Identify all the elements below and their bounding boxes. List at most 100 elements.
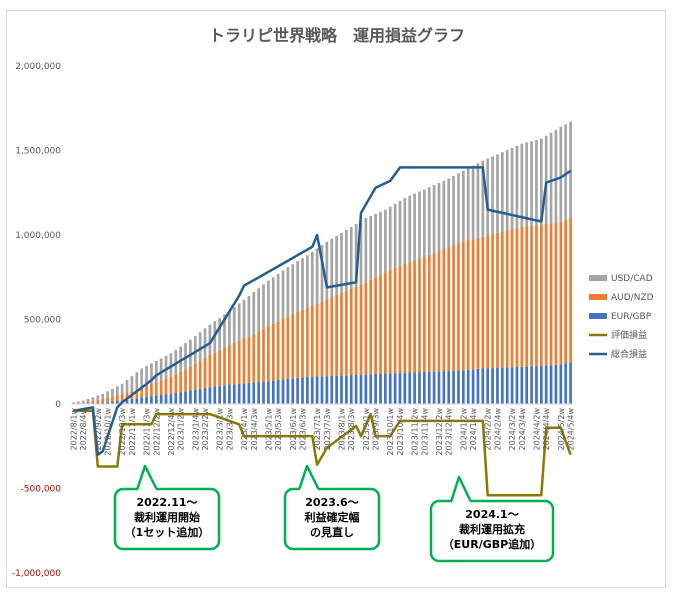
y-tick-label: 0 <box>55 400 61 410</box>
bar-usd-cad-15 <box>145 365 148 386</box>
bar-eur-gbp-45 <box>291 378 295 404</box>
bar-eur-gbp-85 <box>486 368 490 404</box>
bar-usd-cad-30 <box>218 317 221 350</box>
bar-eur-gbp-29 <box>213 386 217 404</box>
bar-usd-cad-95 <box>535 139 538 226</box>
bar-usd-cad-41 <box>271 277 275 324</box>
bar-aud-nzd-22 <box>179 371 182 393</box>
x-tick-label: 2024/5/4w <box>567 408 576 451</box>
bar-usd-cad-65 <box>388 206 392 271</box>
bar-aud-nzd-26 <box>198 360 202 389</box>
bar-aud-nzd-19 <box>164 378 168 395</box>
bar-usd-cad-13 <box>135 372 139 389</box>
bar-usd-cad-77 <box>447 178 451 247</box>
bar-aud-nzd-48 <box>306 307 309 377</box>
bar-usd-cad-26 <box>198 332 202 361</box>
x-tick-label: 2022/11/3w <box>143 408 152 456</box>
bar-usd-cad-101 <box>564 124 568 220</box>
bar-eur-gbp-102 <box>569 362 572 404</box>
bar-aud-nzd-54 <box>335 295 338 376</box>
bar-usd-cad-4 <box>91 397 95 401</box>
bar-eur-gbp-33 <box>232 384 236 404</box>
bar-aud-nzd-44 <box>286 316 290 379</box>
bar-eur-gbp-77 <box>447 370 451 404</box>
bar-aud-nzd-68 <box>403 263 407 373</box>
bar-usd-cad-57 <box>349 226 353 289</box>
x-tick-label: 2023/11/2w <box>411 408 420 456</box>
bar-eur-gbp-23 <box>184 391 187 404</box>
bar-aud-nzd-27 <box>203 357 207 388</box>
y-tick-label: 1,500,000 <box>15 147 61 157</box>
bar-aud-nzd-63 <box>379 274 382 374</box>
bar-aud-nzd-102 <box>569 218 572 363</box>
bar-aud-nzd-15 <box>145 385 148 397</box>
bar-aud-nzd-21 <box>174 374 178 394</box>
bar-usd-cad-58 <box>354 224 358 287</box>
bar-aud-nzd-17 <box>154 382 158 396</box>
bar-eur-gbp-92 <box>520 366 524 404</box>
bar-aud-nzd-36 <box>247 336 251 383</box>
line-valuation-profit-loss <box>73 409 572 497</box>
bar-eur-gbp-63 <box>379 373 382 404</box>
bar-usd-cad-102 <box>569 121 572 219</box>
bar-usd-cad-80 <box>462 170 465 242</box>
bar-aud-nzd-42 <box>276 321 280 380</box>
chart-svg: トラリピ世界戦略 運用損益グラフ 2,000,000 1,500,000 1,000… <box>12 26 654 579</box>
bar-usd-cad-9 <box>115 386 119 396</box>
bar-usd-cad-66 <box>393 203 397 268</box>
x-tick-label: 2023/5/1w <box>264 408 273 451</box>
bar-aud-nzd-60 <box>364 282 368 375</box>
bar-aud-nzd-66 <box>393 267 397 374</box>
x-tick-label: 2023/1/2w <box>177 408 186 451</box>
annotation-note2-line-1: 利益確定幅 <box>305 510 360 524</box>
legend-swatch-0 <box>589 275 607 281</box>
bar-eur-gbp-65 <box>388 373 392 404</box>
bar-usd-cad-34 <box>237 303 241 341</box>
bar-aud-nzd-73 <box>427 254 431 372</box>
legend-swatch-1 <box>589 294 607 300</box>
x-tick-label: 2024/4/4w <box>542 408 551 451</box>
x-tick-label: 2023/7/3w <box>323 408 332 451</box>
x-tick-label: 2022/8/1w <box>69 408 78 451</box>
bar-aud-nzd-34 <box>237 340 241 384</box>
y-tick-label: -500,000 <box>21 485 62 495</box>
bar-usd-cad-18 <box>159 358 163 381</box>
bar-aud-nzd-72 <box>423 256 426 372</box>
bar-aud-nzd-85 <box>486 235 490 369</box>
bar-eur-gbp-16 <box>150 396 153 404</box>
bar-aud-nzd-81 <box>466 240 470 370</box>
bar-usd-cad-98 <box>549 132 553 224</box>
bar-usd-cad-79 <box>457 173 460 244</box>
bar-aud-nzd-5 <box>96 399 100 403</box>
bar-usd-cad-76 <box>442 180 446 249</box>
bar-usd-cad-35 <box>242 299 246 339</box>
bar-usd-cad-69 <box>408 195 412 263</box>
bar-usd-cad-5 <box>96 395 100 400</box>
bar-aud-nzd-16 <box>150 383 153 397</box>
bar-aud-nzd-96 <box>539 224 543 366</box>
y-axis-ticks: 2,000,000 1,500,000 1,000,000 500,000 0 -500,… <box>12 62 61 579</box>
bar-eur-gbp-22 <box>179 392 182 404</box>
x-tick-label: 2022/11/1w <box>128 408 137 456</box>
y-tick-label: 500,000 <box>24 316 61 326</box>
bar-eur-gbp-69 <box>408 372 412 404</box>
bar-usd-cad-25 <box>193 335 197 364</box>
bar-aud-nzd-49 <box>310 305 314 377</box>
bar-eur-gbp-47 <box>301 377 304 404</box>
bar-usd-cad-48 <box>306 255 309 308</box>
bar-aud-nzd-77 <box>447 246 451 371</box>
bar-eur-gbp-31 <box>223 385 226 404</box>
bar-usd-cad-32 <box>228 311 231 345</box>
bar-usd-cad-2 <box>81 400 85 403</box>
bar-usd-cad-28 <box>208 324 212 355</box>
x-tick-label: 2022/9/2w <box>94 408 103 451</box>
bar-aud-nzd-67 <box>398 265 402 373</box>
x-tick-label: 2023/11/4w <box>420 408 429 456</box>
bar-aud-nzd-10 <box>120 393 124 401</box>
bar-usd-cad-72 <box>423 189 426 257</box>
x-axis-ticks: 2022/8/1w 2022/8/4w 2022/9/2w 2022/10/1w 202… <box>69 408 575 456</box>
bar-aud-nzd-62 <box>374 277 377 374</box>
x-tick-label: 2024/4/2w <box>532 408 541 451</box>
bar-eur-gbp-12 <box>130 398 134 404</box>
